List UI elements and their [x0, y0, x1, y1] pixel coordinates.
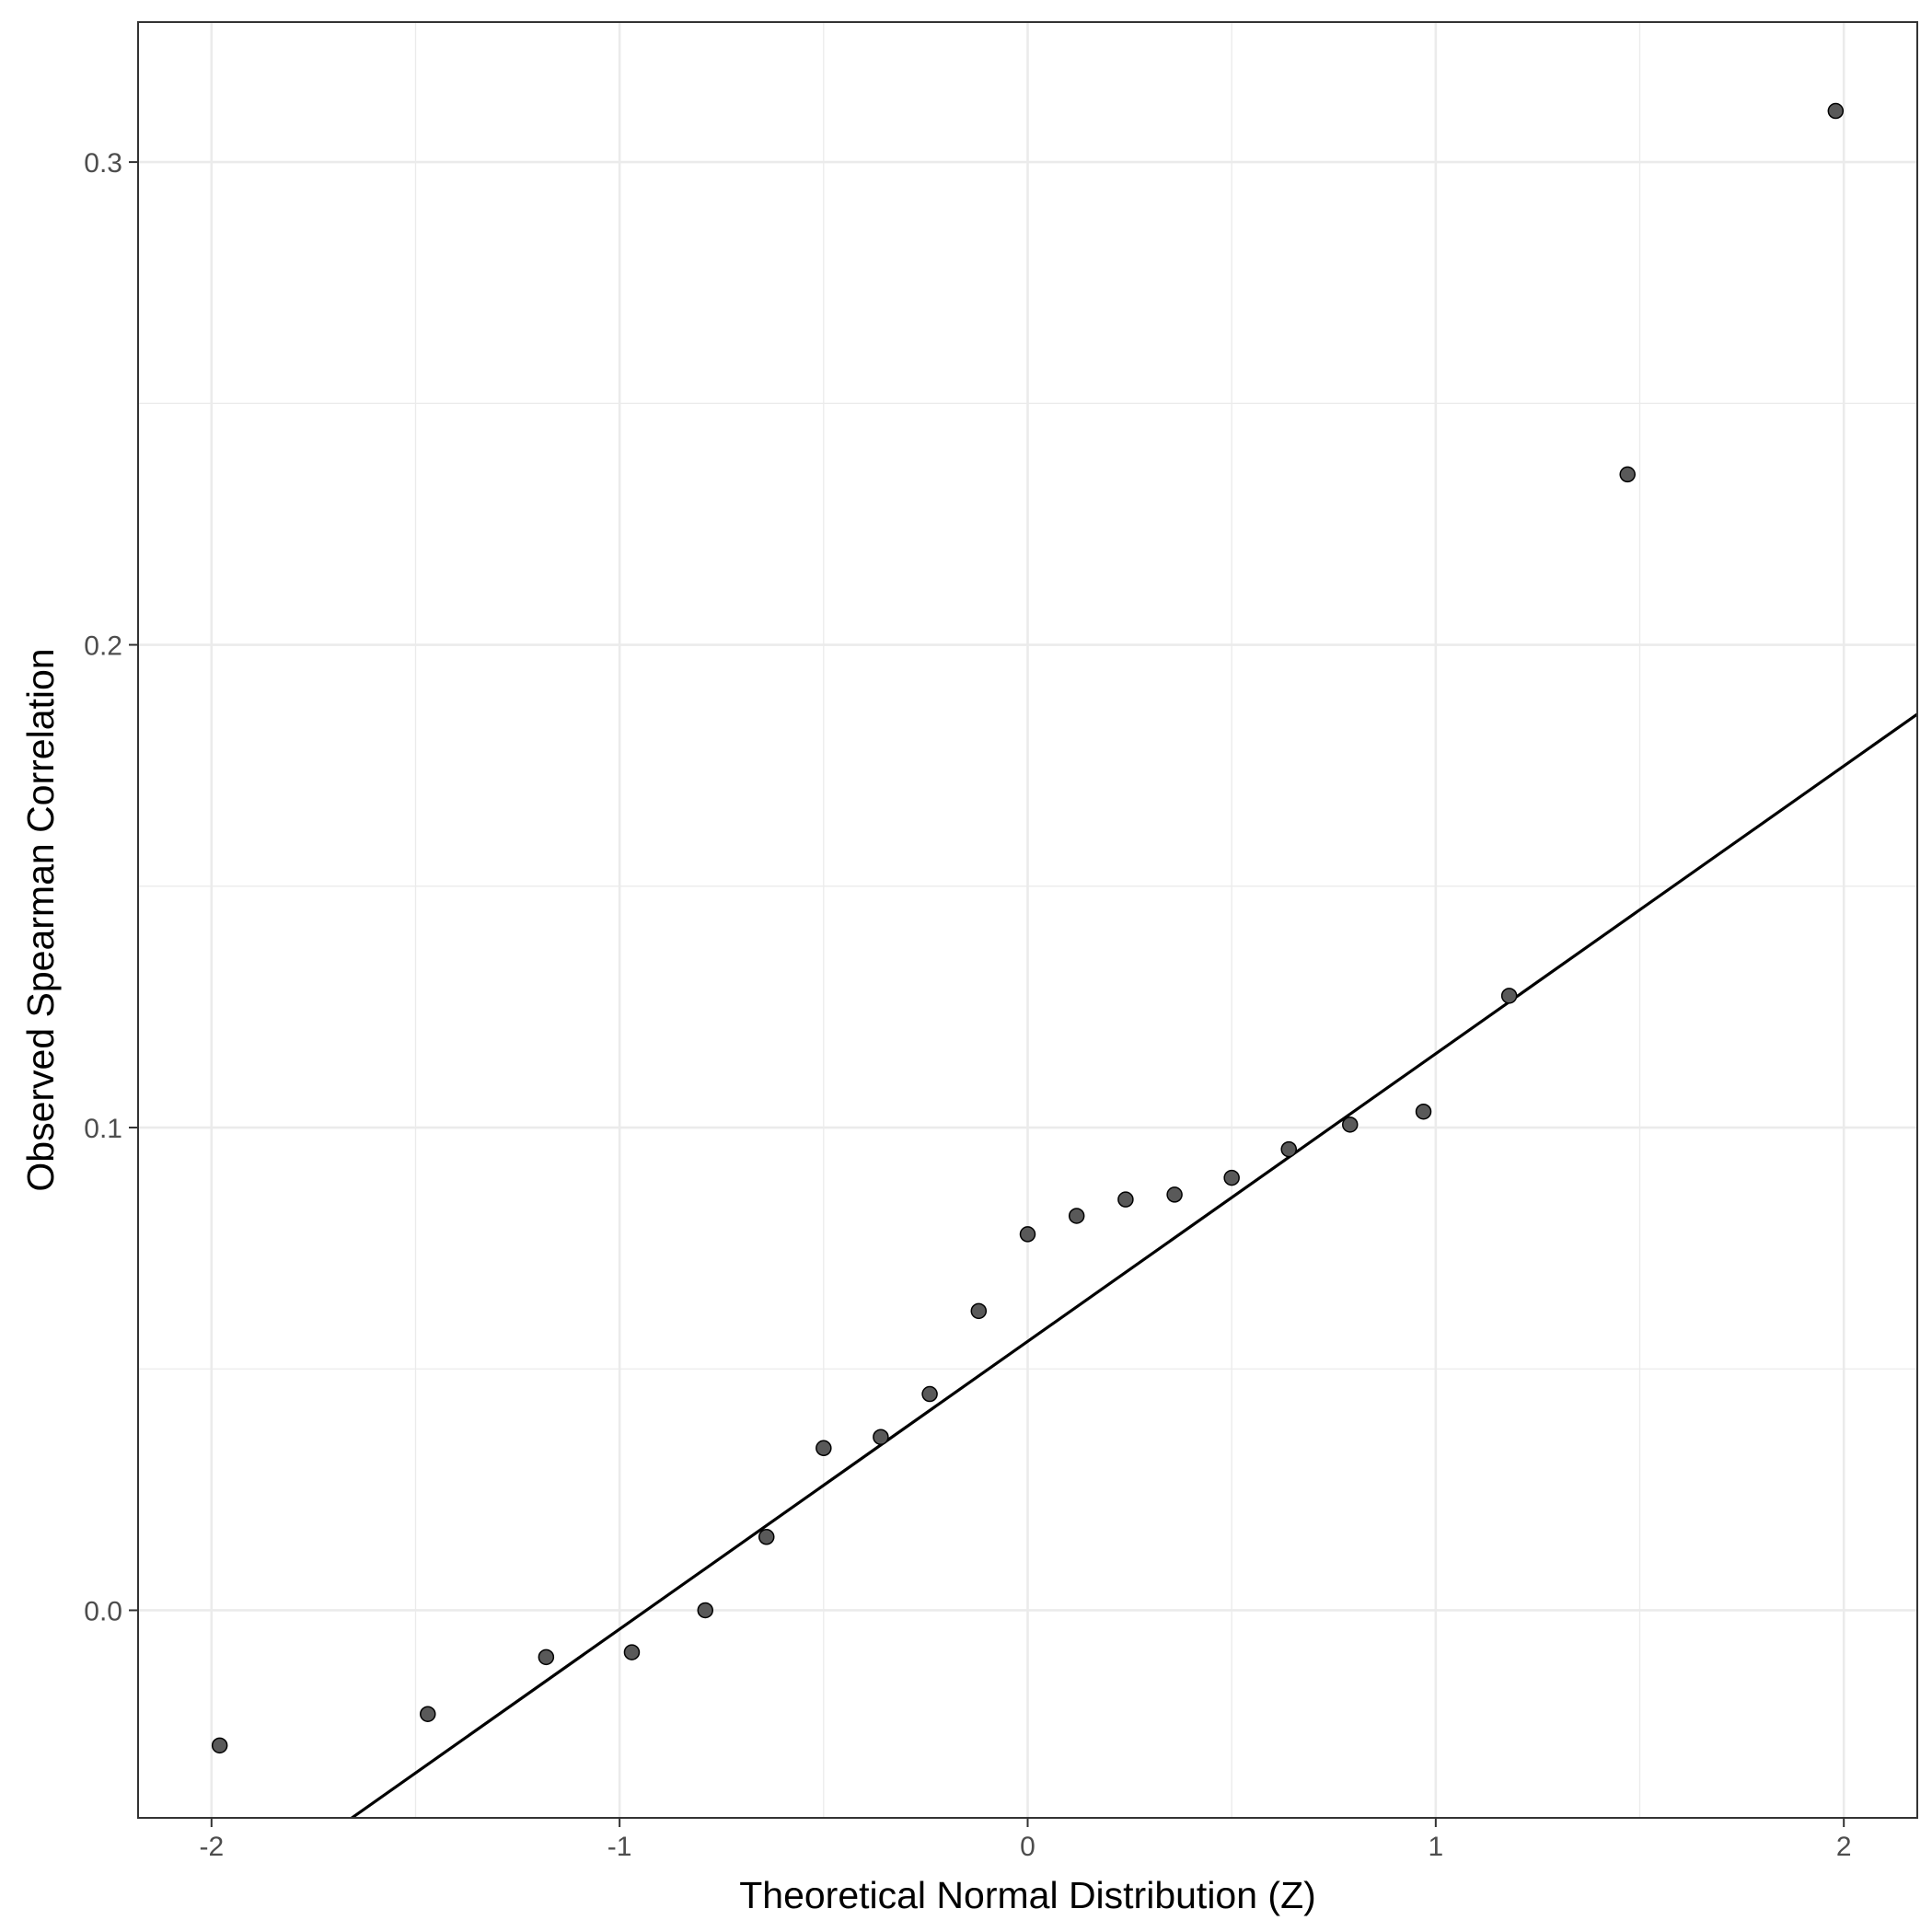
data-point [970, 1302, 988, 1320]
y-axis-ticks: 0.0 0.1 0.2 0.3 [84, 148, 138, 1626]
y-tick-label: 0.3 [84, 148, 122, 179]
data-point [211, 1737, 228, 1754]
x-tick-label: 2 [1836, 1832, 1852, 1862]
data-point [1117, 1191, 1134, 1208]
data-point [1280, 1140, 1297, 1158]
data-point [420, 1706, 436, 1722]
x-tick-label: 0 [1020, 1832, 1035, 1862]
data-point [538, 1649, 555, 1666]
data-points [211, 102, 1845, 1754]
x-axis-ticks: -2 -1 0 1 2 [199, 1818, 1852, 1862]
y-tick-label: 0.2 [84, 631, 122, 662]
data-point [1415, 1103, 1432, 1120]
data-point [1619, 466, 1636, 483]
y-axis-title: Observed Spearman Correlation [19, 648, 62, 1191]
data-point [1068, 1208, 1085, 1224]
reference-line [349, 712, 1917, 1818]
data-point [623, 1644, 641, 1660]
data-point [1019, 1226, 1036, 1243]
data-point [697, 1602, 714, 1619]
data-point [1341, 1116, 1359, 1133]
data-point [1223, 1169, 1240, 1186]
x-tick-label: -1 [607, 1832, 632, 1862]
data-point [816, 1440, 832, 1457]
x-tick-label: -2 [199, 1832, 224, 1862]
data-point [873, 1429, 889, 1445]
x-axis-title: Theoretical Normal Distribution (Z) [739, 1874, 1316, 1916]
data-point [1500, 988, 1518, 1004]
major-grid [138, 22, 1917, 1818]
data-point [758, 1529, 775, 1545]
y-tick-label: 0.1 [84, 1114, 122, 1144]
x-tick-label: 1 [1429, 1832, 1444, 1862]
data-point [921, 1385, 938, 1403]
data-point [1166, 1186, 1183, 1203]
reference-line-group [349, 712, 1917, 1818]
y-tick-label: 0.0 [84, 1596, 122, 1626]
data-point [1827, 102, 1845, 120]
